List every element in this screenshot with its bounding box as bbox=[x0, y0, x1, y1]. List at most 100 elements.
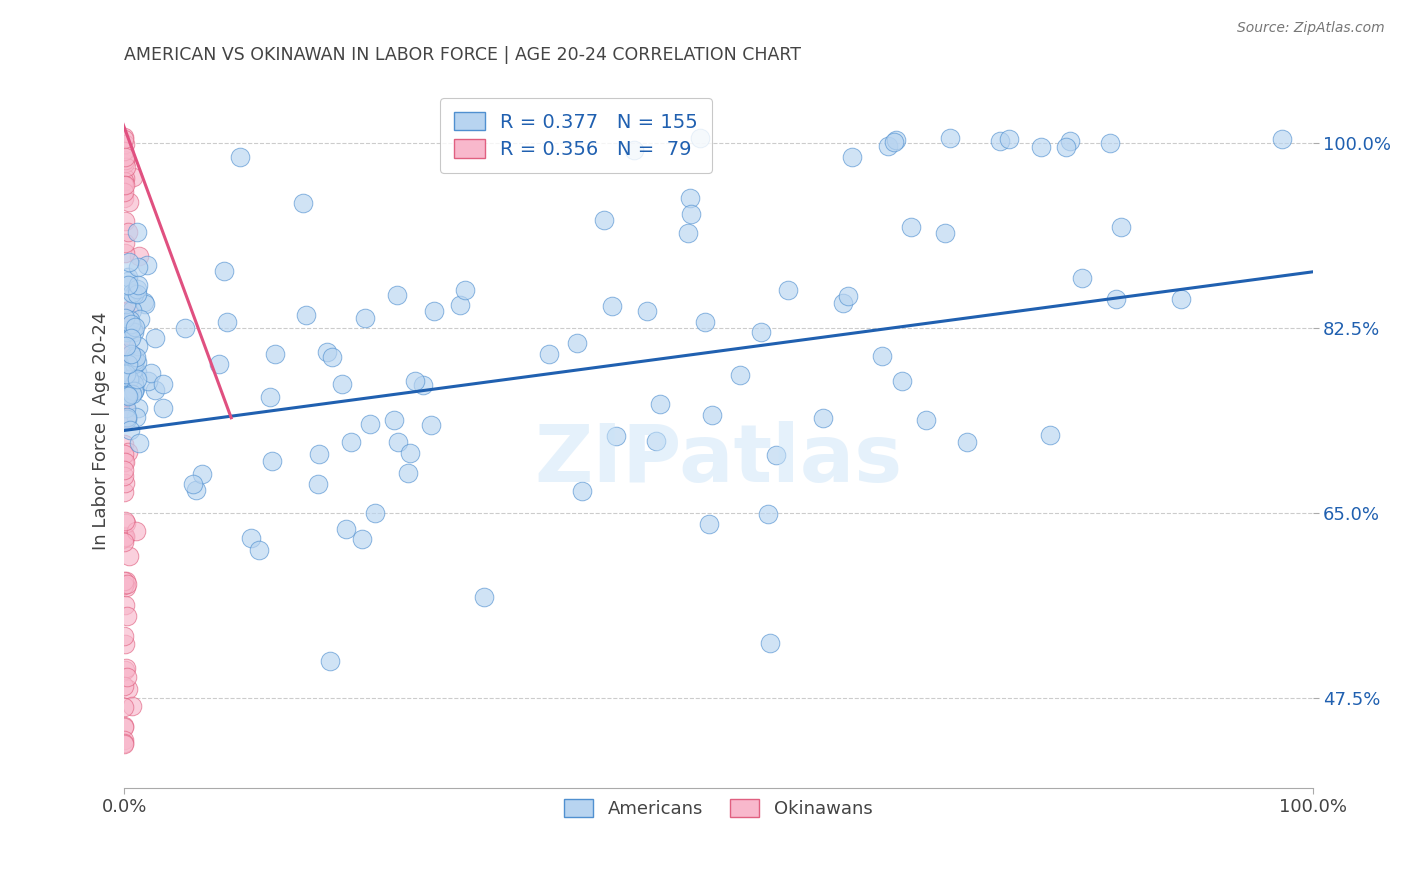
Point bbox=[112, 700, 135, 714]
Point bbox=[112, 359, 135, 373]
Point bbox=[127, 401, 149, 415]
Point bbox=[129, 311, 152, 326]
Point bbox=[114, 371, 136, 385]
Point bbox=[112, 130, 135, 145]
Point bbox=[915, 412, 938, 426]
Point bbox=[636, 304, 658, 318]
Point bbox=[112, 468, 135, 483]
Point bbox=[122, 326, 145, 340]
Point bbox=[307, 477, 329, 491]
Point bbox=[112, 463, 135, 477]
Point bbox=[262, 453, 284, 467]
Point bbox=[112, 131, 135, 145]
Text: AMERICAN VS OKINAWAN IN LABOR FORCE | AGE 20-24 CORRELATION CHART: AMERICAN VS OKINAWAN IN LABOR FORCE | AG… bbox=[124, 46, 801, 64]
Point bbox=[114, 455, 136, 469]
Point bbox=[121, 387, 143, 401]
Point bbox=[259, 390, 281, 404]
Point bbox=[359, 417, 381, 431]
Point bbox=[112, 339, 135, 353]
Point bbox=[118, 194, 141, 209]
Point bbox=[749, 325, 772, 339]
Point bbox=[112, 447, 135, 461]
Point bbox=[117, 225, 139, 239]
Point bbox=[292, 196, 315, 211]
Point bbox=[122, 286, 145, 301]
Point bbox=[419, 418, 441, 433]
Point bbox=[114, 236, 136, 251]
Point bbox=[143, 331, 166, 345]
Point bbox=[1271, 131, 1294, 145]
Point bbox=[112, 577, 135, 591]
Point bbox=[702, 408, 724, 422]
Point bbox=[114, 376, 136, 390]
Point bbox=[339, 434, 361, 449]
Point bbox=[114, 515, 136, 529]
Point bbox=[114, 516, 136, 530]
Point bbox=[117, 325, 139, 339]
Point bbox=[114, 574, 136, 588]
Point bbox=[114, 245, 136, 260]
Point bbox=[132, 294, 155, 309]
Point bbox=[121, 285, 143, 300]
Point bbox=[679, 206, 702, 220]
Point bbox=[886, 133, 908, 147]
Point bbox=[592, 212, 614, 227]
Point bbox=[870, 349, 893, 363]
Point bbox=[114, 153, 136, 168]
Point bbox=[112, 679, 135, 693]
Point bbox=[114, 357, 136, 371]
Point bbox=[335, 522, 357, 536]
Point bbox=[837, 289, 859, 303]
Point bbox=[115, 670, 138, 684]
Point bbox=[125, 365, 148, 379]
Point bbox=[136, 374, 159, 388]
Point bbox=[883, 136, 905, 150]
Point bbox=[114, 386, 136, 401]
Point bbox=[988, 134, 1011, 148]
Point bbox=[1029, 140, 1052, 154]
Point bbox=[114, 150, 136, 164]
Point bbox=[399, 446, 422, 460]
Point bbox=[112, 629, 135, 643]
Point bbox=[623, 143, 645, 157]
Point bbox=[330, 376, 353, 391]
Y-axis label: In Labor Force | Age 20-24: In Labor Force | Age 20-24 bbox=[93, 312, 110, 550]
Point bbox=[114, 191, 136, 205]
Point bbox=[679, 191, 702, 205]
Point bbox=[645, 434, 668, 448]
Point bbox=[956, 435, 979, 450]
Point bbox=[114, 599, 136, 613]
Point bbox=[120, 346, 142, 360]
Point bbox=[472, 590, 495, 604]
Point bbox=[114, 304, 136, 318]
Point bbox=[934, 226, 956, 240]
Point bbox=[841, 150, 863, 164]
Point bbox=[117, 445, 139, 459]
Point bbox=[112, 332, 135, 346]
Point bbox=[120, 331, 142, 345]
Point bbox=[117, 357, 139, 371]
Point bbox=[122, 349, 145, 363]
Point bbox=[114, 214, 136, 228]
Point bbox=[112, 574, 135, 588]
Point bbox=[263, 346, 285, 360]
Point bbox=[382, 413, 405, 427]
Point bbox=[454, 283, 477, 297]
Point bbox=[114, 178, 136, 193]
Legend: Americans, Okinawans: Americans, Okinawans bbox=[557, 792, 880, 825]
Point bbox=[121, 365, 143, 379]
Point bbox=[117, 359, 139, 374]
Point bbox=[127, 339, 149, 353]
Point bbox=[115, 410, 138, 425]
Point bbox=[121, 354, 143, 368]
Point bbox=[571, 483, 593, 498]
Point bbox=[1054, 140, 1077, 154]
Point bbox=[124, 350, 146, 364]
Point bbox=[697, 517, 720, 532]
Point bbox=[125, 225, 148, 239]
Point bbox=[117, 269, 139, 284]
Point bbox=[759, 636, 782, 650]
Point bbox=[117, 364, 139, 378]
Point bbox=[423, 303, 446, 318]
Point bbox=[405, 374, 427, 388]
